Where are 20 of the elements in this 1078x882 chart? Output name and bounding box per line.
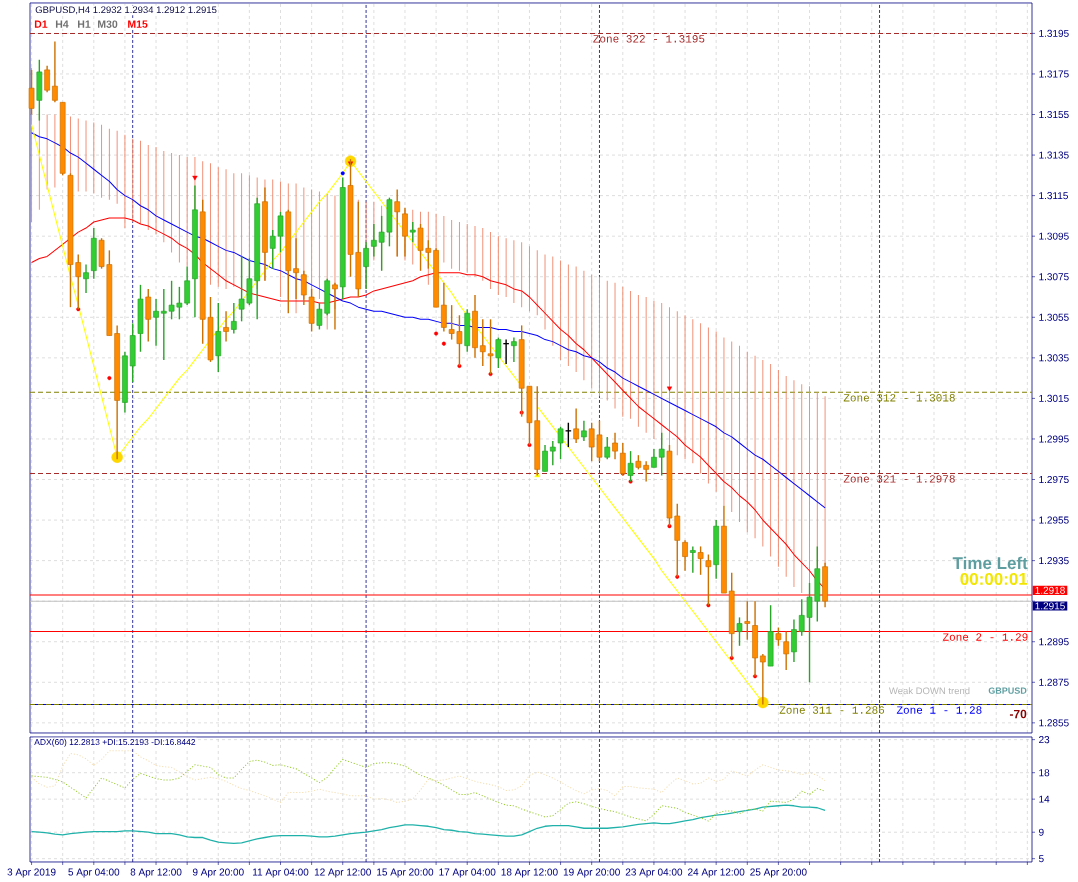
y-tick-label: 23 [1039,736,1050,744]
x-tick-label: 17 Apr 04:00 [439,868,496,878]
chart-title: ADX(60) 12.2813 +DI:15.2193 -DI:16.8442 [34,738,196,747]
y-tick-label: 1.2855 [1039,719,1069,727]
x-tick-label: 12 Apr 12:00 [314,868,371,878]
x-tick-label: 24 Apr 12:00 [688,868,745,878]
y-tick-label: 14 [1039,795,1050,803]
x-tick-label: 3 Apr 2019 [7,868,56,878]
x-tick-label: 19 Apr 20:00 [563,868,620,878]
x-tick-label: 18 Apr 12:00 [501,868,558,878]
x-tick-label: 9 Apr 20:00 [192,868,244,878]
x-tick-label: 23 Apr 04:00 [625,868,683,878]
x-tick-label: 15 Apr 20:00 [377,868,434,878]
x-tick-label: 8 Apr 12:00 [130,868,182,878]
x-tick-label: 25 Apr 20:00 [750,868,807,878]
x-tick-label: 11 Apr 04:00 [253,868,309,878]
x-tick-label: 5 Apr 04:00 [68,868,120,878]
y-tick-label: 18 [1039,769,1050,777]
y-tick-label: 5 [1038,855,1044,863]
y-tick-label: 9 [1039,828,1044,836]
